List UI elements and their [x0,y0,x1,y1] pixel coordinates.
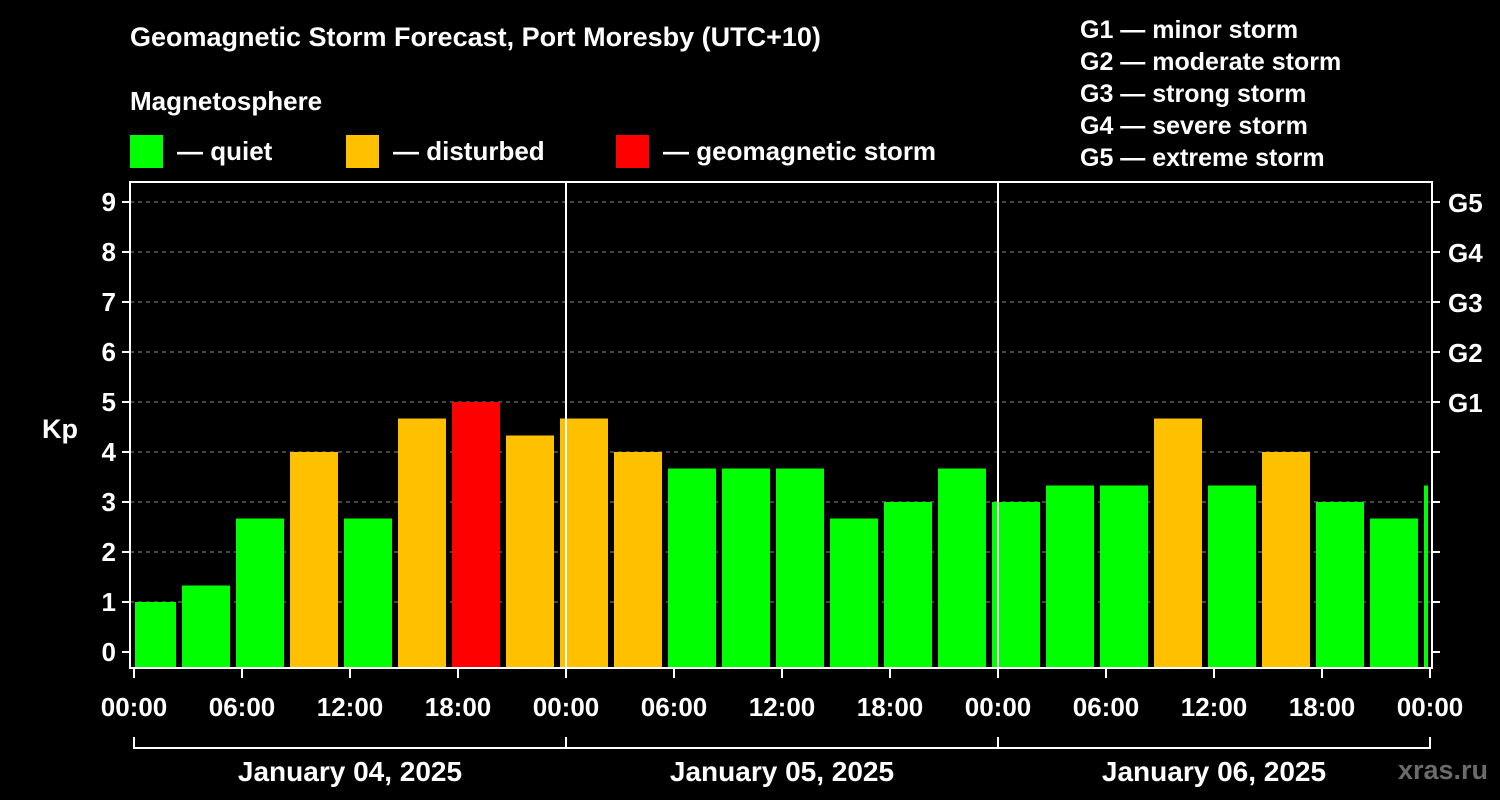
watermark: xras.ru [1397,755,1488,785]
y-tick-label: 9 [102,187,116,217]
x-tick-label: 00:00 [1397,692,1464,722]
kp-bar [668,468,716,668]
kp-bar [1370,518,1418,668]
legend-disturbed-label: — disturbed [393,135,545,166]
x-tick-label: 18:00 [857,692,924,722]
kp-bar [290,452,338,668]
storm-level-g4: G4 — severe storm [1080,112,1308,140]
kp-bar [560,418,608,668]
date-label: January 06, 2025 [1102,756,1326,787]
g-level-label: G2 [1448,338,1483,368]
y-tick-label: 7 [102,287,116,317]
kp-bar [1154,418,1202,668]
magnetosphere-heading: Magnetosphere [130,86,323,116]
kp-bar [614,452,662,668]
date-label: January 04, 2025 [238,756,462,787]
storm-level-g3: G3 — strong storm [1080,80,1307,108]
x-tick-label: 00:00 [533,692,600,722]
y-tick-label: 2 [102,537,116,567]
x-tick-label: 06:00 [1073,692,1140,722]
x-tick-label: 18:00 [425,692,492,722]
x-tick-label: 12:00 [1181,692,1248,722]
storm-level-legend: G1 — minor storm G2 — moderate storm G3 … [1080,14,1341,174]
kp-bar [182,585,230,668]
y-axis-label: Kp [42,414,78,444]
y-tick-label: 0 [102,637,116,667]
kp-bar [1100,485,1148,668]
x-tick-label: 00:00 [965,692,1032,722]
g-level-label: G5 [1448,188,1483,218]
kp-bar [1262,452,1310,668]
legend-quiet-label: — quiet [177,135,273,166]
date-label: January 05, 2025 [670,756,894,787]
x-tick-label: 06:00 [209,692,276,722]
page-title: Geomagnetic Storm Forecast, Port Moresby… [130,22,821,52]
kp-bar [1046,485,1094,668]
kp-bar [1424,485,1428,668]
quiet-swatch [130,134,163,168]
x-tick-label: 06:00 [641,692,708,722]
kp-bar [236,518,284,668]
kp-bar [884,502,932,668]
kp-bar [1316,502,1364,668]
kp-bar [938,468,986,668]
disturbed-swatch [346,134,379,168]
legend-quiet: — quiet [130,134,272,168]
legend-disturbed: — disturbed [346,134,545,168]
legend-storm-label: — geomagnetic storm [663,135,937,166]
x-tick-label: 12:00 [749,692,816,722]
kp-bar [992,502,1040,668]
kp-bar [776,468,824,668]
kp-bar [398,418,446,668]
g-level-label: G3 [1448,288,1483,318]
y-tick-label: 3 [102,487,116,517]
kp-bar [135,602,176,668]
storm-level-g1: G1 — minor storm [1080,16,1299,44]
kp-bar [722,468,770,668]
y-tick-label: 8 [102,237,116,267]
legend-storm: — geomagnetic storm [616,134,936,168]
g-level-label: G1 [1448,388,1483,418]
y-tick-label: 6 [102,337,116,367]
y-tick-label: 5 [102,387,116,417]
kp-bar [452,402,500,668]
kp-bar [506,435,554,668]
kp-bar [1208,485,1256,668]
x-tick-label: 18:00 [1289,692,1356,722]
storm-swatch [616,134,649,168]
x-tick-label: 12:00 [317,692,384,722]
kp-bar [830,518,878,668]
y-tick-label: 4 [102,437,117,467]
kp-bar [344,518,392,668]
y-tick-label: 1 [102,587,116,617]
g-level-label: G4 [1448,238,1483,268]
storm-level-g2: G2 — moderate storm [1080,48,1342,76]
x-tick-label: 00:00 [101,692,168,722]
storm-level-g5: G5 — extreme storm [1080,144,1325,172]
